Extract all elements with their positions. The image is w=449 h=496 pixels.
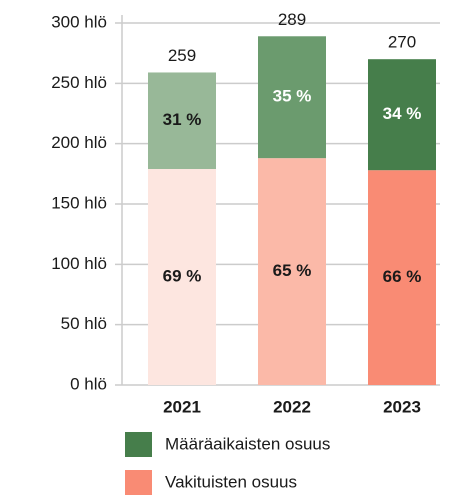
percent-label: 65 % xyxy=(273,261,312,280)
y-tick-label: 0 hlö xyxy=(70,374,107,393)
bar-segment xyxy=(368,170,436,385)
percent-label: 31 % xyxy=(163,110,202,129)
bar-segment xyxy=(368,59,436,171)
legend-swatch xyxy=(125,470,152,495)
bar-segment xyxy=(148,169,216,385)
x-tick-label: 2021 xyxy=(163,397,201,416)
y-tick-label: 250 hlö xyxy=(51,73,107,92)
y-tick-label: 200 hlö xyxy=(51,133,107,152)
bar-segment xyxy=(258,36,326,159)
y-tick-label: 50 hlö xyxy=(61,314,107,333)
bar-segment xyxy=(258,158,326,385)
y-tick-label: 300 hlö xyxy=(51,12,107,31)
bar-segment xyxy=(148,72,216,170)
x-tick-label: 2022 xyxy=(273,397,311,416)
x-tick-label: 2023 xyxy=(383,397,421,416)
total-label: 289 xyxy=(278,10,306,29)
percent-label: 69 % xyxy=(163,266,202,285)
percent-label: 34 % xyxy=(383,104,422,123)
total-label: 270 xyxy=(388,33,416,52)
percent-label: 35 % xyxy=(273,87,312,106)
y-tick-label: 150 hlö xyxy=(51,193,107,212)
legend-label: Määräaikaisten osuus xyxy=(165,434,330,453)
legend-swatch xyxy=(125,432,152,457)
y-tick-label: 100 hlö xyxy=(51,254,107,273)
total-label: 259 xyxy=(168,46,196,65)
legend-label: Vakituisten osuus xyxy=(165,472,297,491)
percent-label: 66 % xyxy=(383,267,422,286)
